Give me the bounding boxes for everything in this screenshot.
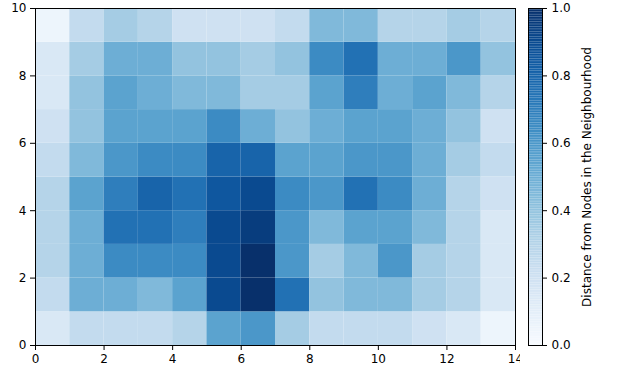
svg-text:8: 8 [19, 69, 27, 83]
svg-text:4: 4 [19, 204, 27, 218]
svg-text:10: 10 [371, 352, 386, 366]
svg-text:6: 6 [19, 136, 27, 150]
svg-text:2: 2 [19, 271, 27, 285]
svg-text:14: 14 [508, 352, 520, 366]
svg-text:12: 12 [439, 352, 454, 366]
svg-text:8: 8 [306, 352, 314, 366]
svg-text:0.0: 0.0 [552, 338, 571, 352]
svg-text:0: 0 [19, 338, 27, 352]
svg-text:0.8: 0.8 [552, 69, 571, 83]
svg-text:0: 0 [32, 352, 40, 366]
svg-text:10: 10 [11, 1, 26, 15]
svg-text:6: 6 [237, 352, 245, 366]
svg-text:0.2: 0.2 [552, 271, 571, 285]
svg-text:0.4: 0.4 [552, 204, 571, 218]
svg-text:2: 2 [100, 352, 108, 366]
svg-text:0.6: 0.6 [552, 136, 571, 150]
svg-text:Distance from Nodes in the Nei: Distance from Nodes in the Neighbourhood [580, 47, 594, 307]
svg-text:1.0: 1.0 [552, 1, 571, 15]
svg-text:4: 4 [169, 352, 177, 366]
